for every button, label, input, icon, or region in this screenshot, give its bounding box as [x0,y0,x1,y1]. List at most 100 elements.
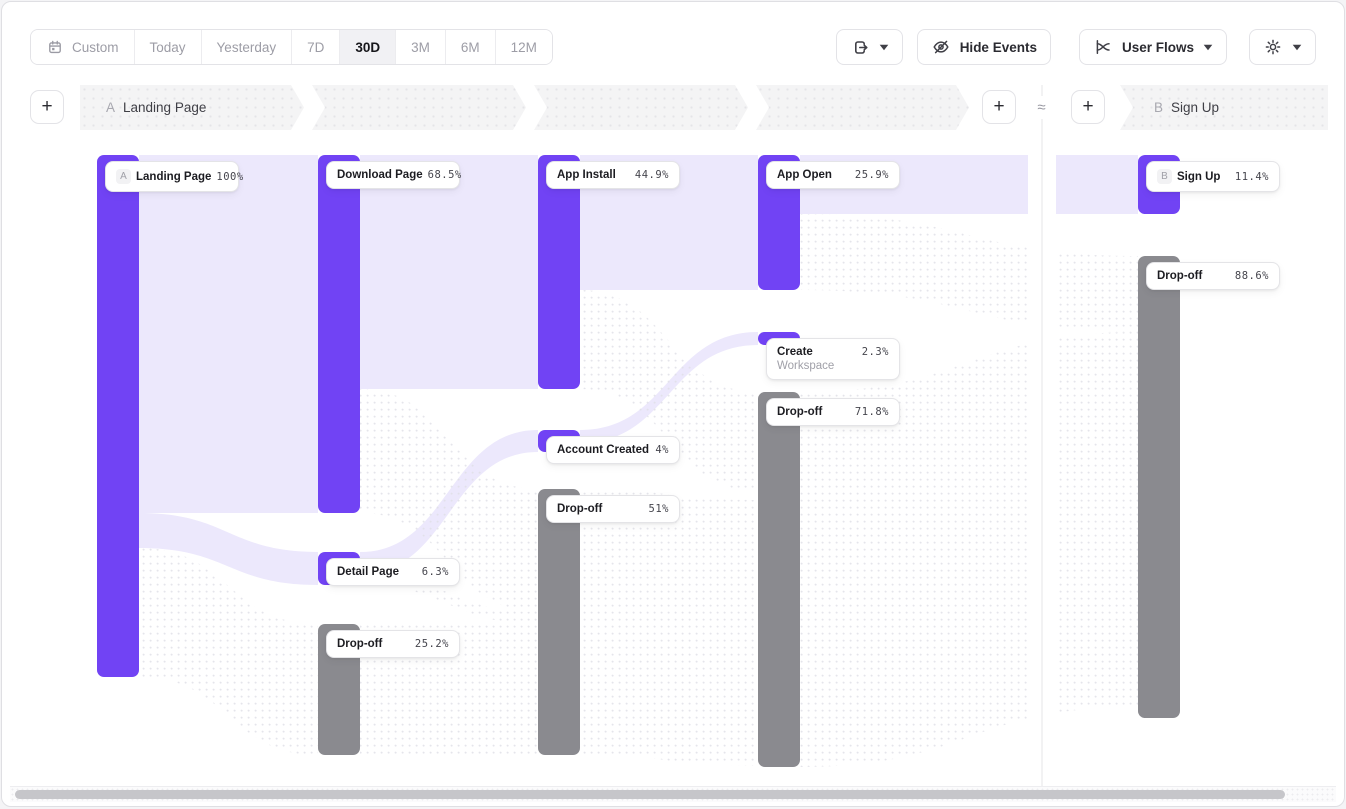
flow-node-bar-download[interactable] [318,155,360,513]
add-step-button-left[interactable]: + [30,90,64,124]
node-value: 71.8% [854,406,889,418]
flow-node-card-drop5[interactable]: Drop-off 88.6% [1146,262,1280,290]
step-segment-a3[interactable] [534,85,748,130]
steps-header: + A Landing Page + + B Sign Up [2,85,1344,130]
view-mode-button[interactable]: User Flows [1078,29,1227,65]
range-button-today[interactable]: Today [133,30,201,64]
dropoff-link-detail-drop3 [360,574,538,624]
flow-node-bar-drop5[interactable] [1138,256,1180,718]
flow-node-card-account[interactable]: Account Created 4% [546,436,680,464]
range-label: 30D [355,39,381,55]
range-button-30d[interactable]: 30D [339,30,396,64]
range-button-7d[interactable]: 7D [291,30,340,64]
node-label: Download Page [337,169,423,181]
date-range-group: Custom Today Yesterday 7D 30D 3M 6M 12M [30,29,553,65]
node-value: 25.9% [854,169,889,181]
gear-icon [1263,37,1283,57]
dropoff-link-download-drop3 [360,389,538,612]
eye-off-icon [931,37,951,57]
node-value: 68.5% [427,169,462,181]
node-label: Drop-off [1157,270,1203,282]
dropoff-link-drop3-drop4 [580,489,758,766]
export-icon [850,37,870,57]
range-label: 7D [307,39,325,55]
flow-node-card-install[interactable]: App Install 44.9% [546,161,680,189]
flow-node-card-download[interactable]: Download Page 68.5% [326,161,462,189]
node-label: Create [777,346,813,358]
node-label: Drop-off [557,503,603,515]
node-value: 51% [648,503,669,515]
scrollbar-thumb[interactable] [15,790,1285,799]
node-label: Sign Up [1177,170,1221,183]
hide-events-button[interactable]: Hide Events [916,29,1051,65]
flow-node-card-signup[interactable]: B Sign Up 11.4% [1146,161,1280,192]
step-letter-badge: B [1157,169,1172,184]
settings-button[interactable] [1249,29,1316,65]
dropoff-link-landing-drop2 [139,548,318,755]
flow-link-download-install [360,155,538,389]
node-value: 2.3% [861,346,889,358]
flow-node-bar-install[interactable] [538,155,580,389]
node-label: App Install [557,169,616,181]
step-a-event-name: Landing Page [123,100,207,115]
dropoff-link-install-drop4 [580,290,758,491]
toolbar: Custom Today Yesterday 7D 30D 3M 6M 12M [30,29,1316,65]
flow-node-card-drop2[interactable]: Drop-off 25.2% [326,630,460,658]
toolbar-actions: Hide Events User Flows [835,29,1316,65]
step-a-prefix: A [106,100,116,115]
add-step-button-right[interactable]: + [1071,90,1105,124]
flow-node-card-createws[interactable]: Create 2.3% Workspace [766,338,900,380]
node-value: 25.2% [414,638,449,650]
flow-node-card-open[interactable]: App Open 25.9% [766,161,900,189]
range-button-3m[interactable]: 3M [395,30,445,64]
flow-node-bar-landing[interactable] [97,155,139,677]
node-value: 100% [216,170,244,183]
flow-link-landing-download [139,155,318,513]
flow-node-card-drop3[interactable]: Drop-off 51% [546,495,680,523]
range-button-custom[interactable]: Custom [31,30,134,64]
range-label: Custom [72,39,119,55]
range-button-12m[interactable]: 12M [494,30,552,64]
flow-node-bar-drop3[interactable] [538,489,580,755]
view-mode-label: User Flows [1121,39,1194,55]
approx-symbol: ≈ [1028,96,1055,119]
node-value: 88.6% [1234,270,1269,282]
range-button-6m[interactable]: 6M [444,30,495,64]
caret-down-icon [1292,44,1302,51]
node-label: Account Created [557,444,650,456]
horizontal-scrollbar[interactable] [10,786,1336,802]
flow-link-landing-detail [139,513,318,585]
step-b-prefix: B [1154,100,1164,115]
step-segment-a1[interactable]: A Landing Page [80,85,304,130]
step-segment-a4[interactable] [756,85,969,130]
calendar-icon [46,38,64,56]
range-label: Yesterday [216,39,277,55]
range-button-yesterday[interactable]: Yesterday [200,30,292,64]
step-b-label: B Sign Up [1120,100,1219,115]
caret-down-icon [879,44,889,51]
add-step-button-middle[interactable]: + [982,90,1016,124]
flow-node-card-drop4[interactable]: Drop-off 71.8% [766,398,900,426]
flow-node-bar-drop4[interactable] [758,392,800,767]
flow-node-card-landing[interactable]: A Landing Page 100% [105,161,243,192]
range-label: 6M [460,39,480,55]
node-label: Landing Page [136,170,212,183]
range-label: 3M [411,39,430,55]
node-label-line2: Workspace [777,360,835,372]
node-label: Drop-off [337,638,383,650]
node-label: Drop-off [777,406,823,418]
flows-chart-icon [1093,37,1113,57]
step-segment-b[interactable]: B Sign Up [1120,85,1328,130]
node-value: 11.4% [1234,170,1269,183]
range-label: 12M [510,39,537,55]
range-label: Today [149,39,186,55]
flow-node-card-detail[interactable]: Detail Page 6.3% [326,558,460,586]
node-value: 4% [655,444,669,456]
step-letter-badge: A [116,169,131,184]
node-value: 6.3% [421,566,449,578]
step-segment-a2[interactable] [312,85,526,130]
export-button[interactable] [835,29,903,65]
